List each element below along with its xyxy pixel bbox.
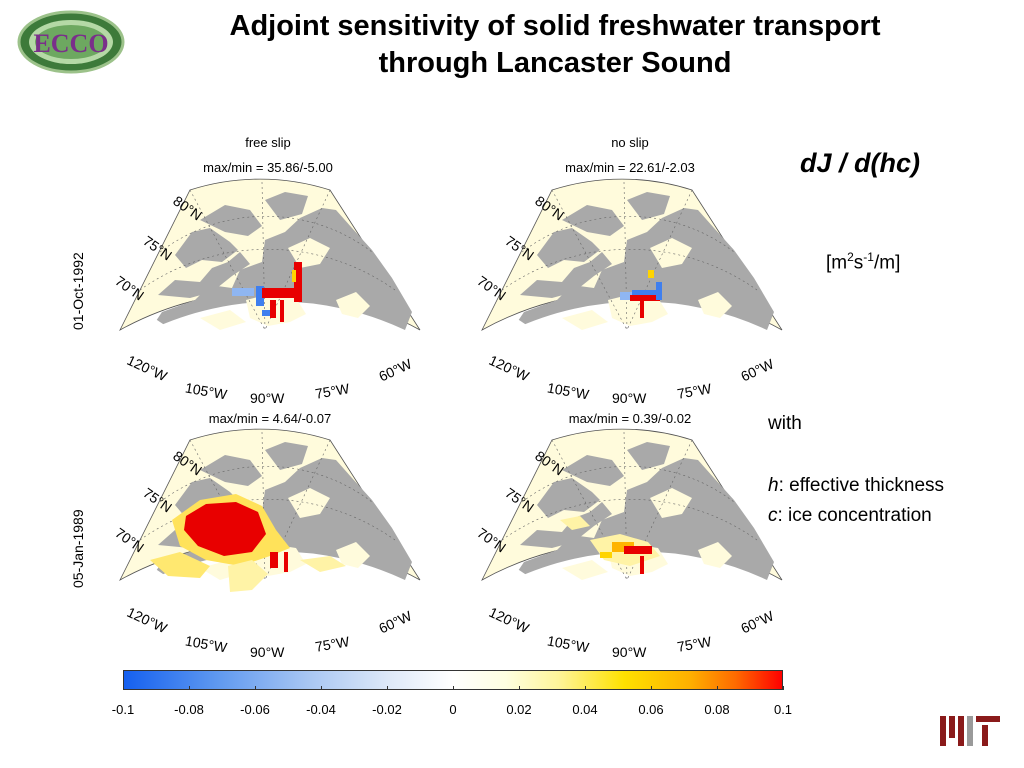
panel2-maxmin: max/min = 22.61/-2.03 (565, 160, 695, 175)
lon-label-90-p4: 90°W (612, 644, 647, 660)
colorbar-tick-label: 0.06 (638, 702, 664, 717)
positive-patch (640, 556, 644, 574)
svg-text:ECCO: ECCO (33, 29, 108, 58)
units-end: /m] (873, 252, 901, 274)
legend-c-text: : ice concentration (777, 505, 932, 526)
colorbar-tick-mark (651, 686, 652, 690)
mit-logo (940, 716, 1000, 746)
colorbar-tick-label: 0 (449, 702, 457, 717)
colorbar-tick-mark (387, 686, 388, 690)
units-mid: s (853, 252, 864, 274)
colorbar-tick-mark (321, 686, 322, 690)
colorbar-tick-mark (123, 686, 124, 690)
positive-patch (184, 502, 266, 556)
negative-patch (656, 282, 662, 300)
units-sup1: 2 (847, 250, 854, 264)
colorbar-tick-mark (255, 686, 256, 690)
quantity-label: dJ / d(hc) (800, 148, 920, 178)
map-free-slip-1989 (119, 428, 421, 592)
panel2-label: no slip (611, 135, 649, 150)
panel1-maxmin: max/min = 35.86/-5.00 (203, 160, 333, 175)
colorbar-tick-label: -0.08 (174, 702, 204, 717)
lon-label-90-p2: 90°W (612, 390, 647, 406)
panel2-title: no slip max/min = 22.61/-2.03 (500, 135, 760, 176)
positive-patch (228, 560, 268, 592)
colorbar-tick-mark (783, 686, 784, 690)
map-no-slip-1992 (481, 178, 783, 331)
units-base: [m (826, 252, 848, 274)
legend-h-text: : effective thickness (778, 475, 945, 496)
positive-patch (270, 552, 278, 568)
map-free-slip-1992 (119, 178, 421, 331)
legend-c: c: ice concentration (768, 500, 932, 531)
colorbar-tick-label: 0.1 (773, 702, 793, 717)
positive-patch (612, 542, 634, 552)
panel3-maxmin: max/min = 4.64/-0.07 (208, 411, 332, 426)
positive-patch (600, 552, 612, 558)
negative-patch (232, 288, 254, 296)
colorbar-tick-label: 0.04 (572, 702, 598, 717)
slide-title-line2: through Lancaster Sound (378, 47, 732, 79)
positive-patch (150, 552, 210, 578)
panel1-title: free slip max/min = 35.86/-5.00 (138, 135, 398, 176)
negative-patch (262, 310, 270, 316)
positive-patch (624, 546, 652, 554)
colorbar-tick-mark (585, 686, 586, 690)
colorbar-tick-mark (717, 686, 718, 690)
slide-title: Adjoint sensitivity of solid freshwater … (150, 8, 960, 82)
legend-h: h: effective thickness (768, 470, 944, 501)
positive-patch (270, 300, 276, 318)
positive-patch (640, 300, 644, 318)
colorbar-tick-label: -0.04 (306, 702, 336, 717)
map-no-slip-1989 (481, 428, 783, 581)
slide-title-line1: Adjoint sensitivity of solid freshwater … (229, 10, 881, 42)
legend-with: with (768, 413, 802, 434)
colorbar-tick-label: -0.06 (240, 702, 270, 717)
colorbar-tick-mark (519, 686, 520, 690)
units-sup2: -1 (863, 250, 874, 264)
positive-patch (300, 556, 346, 572)
positive-patch (284, 552, 288, 572)
row-label-1989: 05-Jan-1989 (70, 509, 86, 588)
legend-h-symbol: h (768, 475, 779, 496)
negative-patch (620, 292, 632, 300)
ecco-logo: ECCO (17, 10, 125, 74)
positive-patch (648, 270, 654, 278)
colorbar-tick-mark (189, 686, 190, 690)
colorbar-tick-label: -0.02 (372, 702, 402, 717)
lon-label-90-p1: 90°W (250, 390, 285, 406)
positive-patch (280, 300, 284, 322)
positive-patch (630, 295, 660, 301)
legend-c-symbol: c (768, 505, 778, 526)
panel1-label: free slip (245, 135, 291, 150)
negative-patch (256, 286, 264, 306)
positive-patch (262, 288, 302, 298)
units-label: [m2s-1/m] (826, 250, 900, 274)
panel4-maxmin: max/min = 0.39/-0.02 (568, 411, 692, 426)
row-label-1992: 01-Oct-1992 (70, 252, 86, 330)
positive-patch (560, 516, 590, 530)
lon-label-90-p3: 90°W (250, 644, 285, 660)
positive-patch (292, 270, 296, 282)
colorbar-tick-label: 0.08 (704, 702, 730, 717)
colorbar-tick-mark (453, 686, 454, 690)
colorbar-tick-label: -0.1 (111, 702, 135, 717)
colorbar-tick-label: 0.02 (506, 702, 532, 717)
positive-patch (294, 262, 302, 302)
